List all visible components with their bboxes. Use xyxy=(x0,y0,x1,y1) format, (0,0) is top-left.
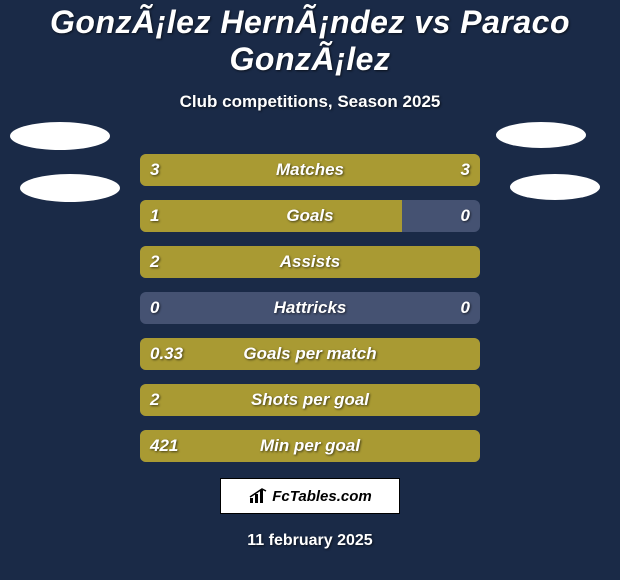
decorative-oval xyxy=(20,174,120,202)
page-title: GonzÃ¡lez HernÃ¡ndez vs Paraco GonzÃ¡lez xyxy=(0,4,620,78)
metric-label: Assists xyxy=(140,246,480,278)
metric-label: Min per goal xyxy=(140,430,480,462)
metric-row: 0.33Goals per match xyxy=(0,338,620,370)
decorative-oval xyxy=(10,122,110,150)
subtitle: Club competitions, Season 2025 xyxy=(0,92,620,112)
footer-date: 11 february 2025 xyxy=(0,532,620,550)
decorative-oval xyxy=(510,174,600,200)
metric-row: 10Goals xyxy=(0,200,620,232)
site-logo[interactable]: FcTables.com xyxy=(220,478,400,514)
metric-row: 2Shots per goal xyxy=(0,384,620,416)
logo-text: FcTables.com xyxy=(272,488,371,505)
metric-label: Goals xyxy=(140,200,480,232)
metric-label: Matches xyxy=(140,154,480,186)
comparison-card: GonzÃ¡lez HernÃ¡ndez vs Paraco GonzÃ¡lez… xyxy=(0,0,620,580)
chart-icon xyxy=(248,488,268,504)
metric-label: Shots per goal xyxy=(140,384,480,416)
metric-row: 2Assists xyxy=(0,246,620,278)
metric-label: Hattricks xyxy=(140,292,480,324)
metric-row: 421Min per goal xyxy=(0,430,620,462)
metric-row: 00Hattricks xyxy=(0,292,620,324)
metric-label: Goals per match xyxy=(140,338,480,370)
decorative-oval xyxy=(496,122,586,148)
